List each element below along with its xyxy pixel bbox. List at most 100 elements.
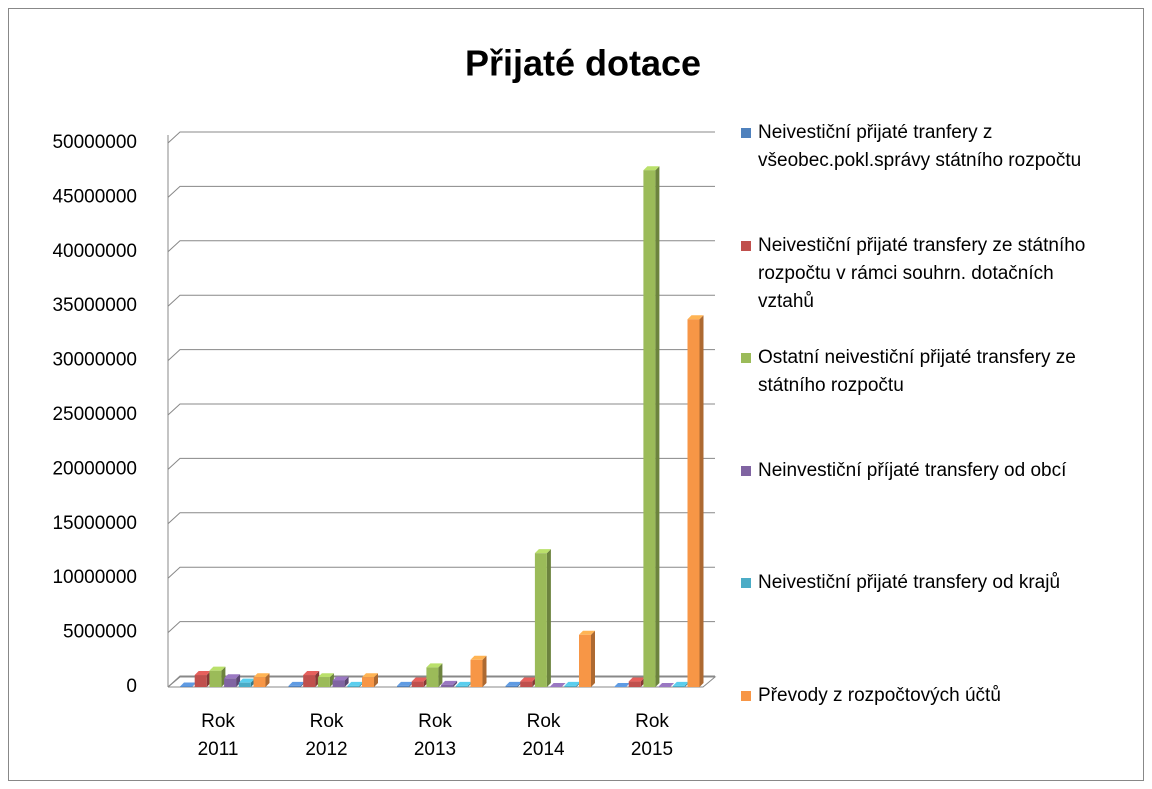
bar [317, 677, 330, 687]
chart-border [8, 8, 1144, 781]
bar-top [238, 678, 255, 683]
bar [303, 675, 316, 687]
bar [362, 677, 374, 687]
bar-top [426, 663, 443, 668]
bar-top [411, 677, 428, 682]
bar [347, 685, 360, 687]
grid-line [167, 240, 715, 253]
legend-item: Neivestiční přijaté tranfery z všeobec.p… [741, 119, 1101, 175]
bar [209, 670, 222, 687]
bar-side [482, 655, 487, 687]
bar [332, 680, 345, 687]
grid-line [167, 512, 715, 525]
bar-top [303, 671, 320, 676]
legend-label: Převody z rozpočtových účtů [758, 685, 1001, 706]
bar-side [699, 315, 704, 687]
bar-top [579, 630, 595, 635]
y-tick-label: 35000000 [52, 295, 137, 316]
bar [643, 170, 656, 687]
bar-side [453, 680, 458, 687]
x-tick-label: Rok 2014 [522, 711, 565, 760]
bar-top [288, 681, 305, 686]
bar [628, 681, 641, 687]
bar-top [658, 683, 675, 687]
grid-line [167, 131, 715, 144]
bar-top [253, 673, 270, 678]
bar-top [470, 655, 487, 660]
bar [687, 319, 700, 687]
legend-item: Ostatní neivestiční přijaté transfery ze… [741, 344, 1101, 400]
legend-swatch [741, 128, 751, 138]
grid-line [167, 294, 715, 307]
bar [579, 634, 591, 687]
bar-side [344, 676, 349, 687]
y-tick-label: 0 [126, 676, 137, 697]
bar-top [441, 680, 458, 685]
bar-top [317, 673, 334, 678]
bar [534, 553, 547, 687]
bar-top [643, 166, 660, 171]
bar [224, 678, 237, 687]
y-tick-label: 10000000 [52, 567, 137, 588]
bar-top [194, 671, 211, 676]
legend-swatch [741, 578, 751, 589]
y-tick-label: 40000000 [52, 241, 137, 262]
bar-side [438, 663, 443, 687]
x-tick-label: Rok 2011 [197, 711, 239, 760]
legend-swatch [741, 240, 751, 251]
bar [194, 675, 207, 687]
legend-label: Neivestiční přijaté transfery od krajů [758, 572, 1061, 594]
y-tick-label: 5000000 [63, 622, 137, 643]
bar-side [591, 630, 595, 687]
bar [180, 686, 192, 687]
x-tick-label: Rok 2012 [305, 711, 348, 760]
bar [288, 685, 301, 687]
bar-top [549, 683, 566, 687]
x-tick-label: Rok 2013 [413, 711, 457, 760]
legend-swatch [741, 353, 751, 364]
bar-top [520, 677, 537, 682]
y-tick-label: 25000000 [52, 404, 137, 425]
grid-line [167, 185, 715, 198]
bar [505, 685, 518, 687]
bar [411, 681, 424, 687]
legend-label: Neinvestiční příjaté transfery od obcí [758, 459, 1067, 481]
legend-item: Neivestiční přijaté transfery ze státníh… [741, 232, 1101, 316]
bar-top [672, 681, 689, 686]
y-tick-label: 50000000 [52, 132, 137, 153]
x-tick-label: Rok 2015 [630, 711, 674, 760]
legend-item: Převody z rozpočtových účtů [741, 682, 1101, 710]
legend-label: Ostatní neivestiční přijaté transfery ze… [758, 347, 1076, 397]
y-tick-label: 15000000 [52, 513, 137, 534]
legend-label: Neivestiční přijaté tranfery z všeobec.p… [758, 122, 1082, 171]
bar-top [564, 681, 581, 686]
bar [253, 677, 266, 687]
bar-top [687, 315, 704, 320]
bar [441, 684, 454, 687]
bar-side [265, 673, 270, 687]
grid-line [167, 349, 715, 361]
bar-side [546, 549, 551, 687]
legend-swatch [741, 465, 751, 476]
bar-top [209, 666, 226, 671]
bar [455, 685, 468, 687]
y-tick-label: 45000000 [52, 186, 137, 207]
bar-top [628, 677, 645, 682]
bar [520, 681, 533, 687]
bar-top [362, 673, 378, 678]
bar-top [397, 681, 413, 686]
bar-side [655, 166, 660, 687]
bar [238, 682, 251, 687]
legend-item: Neivestiční přijaté transfery od krajů [741, 569, 1101, 597]
legend-item: Neinvestiční příjaté transfery od obcí [741, 457, 1101, 485]
bar-top [180, 682, 196, 687]
bar [672, 685, 685, 687]
y-tick-label: 30000000 [52, 350, 137, 371]
y-tick-label: 20000000 [52, 458, 137, 479]
bar-top [505, 681, 522, 686]
bar [470, 659, 483, 687]
bar-top [455, 681, 472, 686]
grid-line [167, 457, 715, 470]
